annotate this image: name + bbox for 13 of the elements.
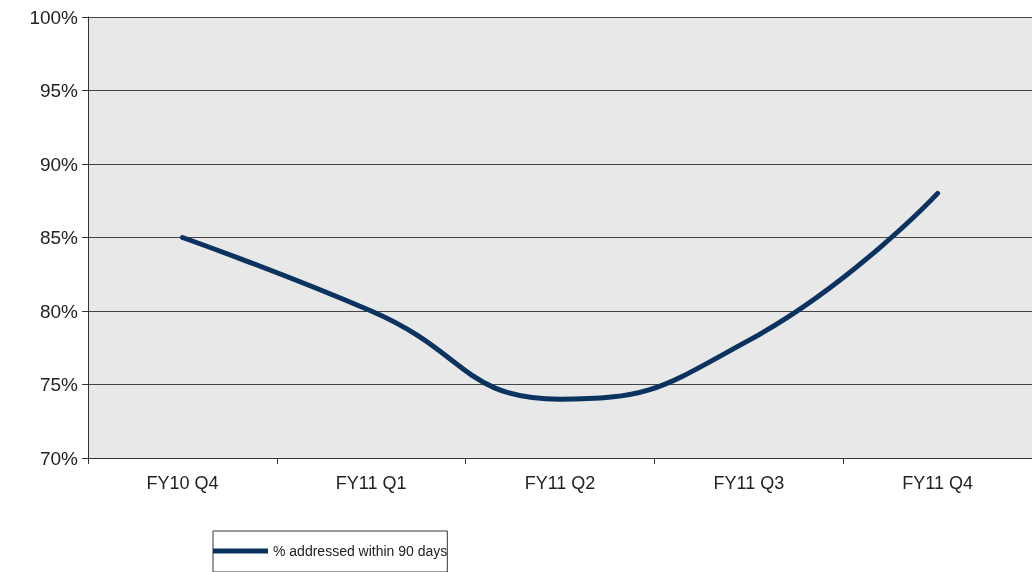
y-tick-label: 75% [39,374,79,395]
x-tick-label: FY10 Q4 [146,473,219,493]
x-tick-label: FY11 Q3 [713,473,785,493]
x-tick-label: FY11 Q2 [524,473,596,493]
y-tick-label: 85% [39,227,79,248]
y-tick-label: 100% [29,6,79,28]
y-tick-label: 70% [39,447,79,469]
y-tick-label: 80% [39,300,79,322]
x-tick-label: FY11 Q1 [335,473,407,493]
legend-label: % addressed within 90 days [273,543,448,559]
x-tick-label: FY11 Q4 [902,473,973,493]
y-tick-label: 90% [39,153,79,175]
y-tick-label: 95% [39,80,79,101]
